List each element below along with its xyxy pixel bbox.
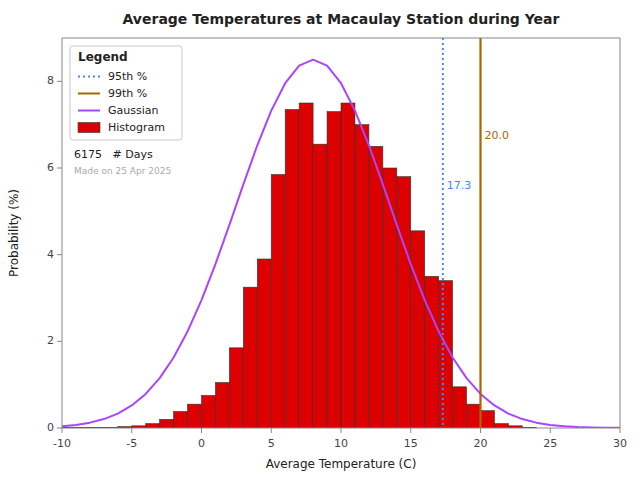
annotation: 6175 # Days xyxy=(74,148,153,161)
histogram-bar xyxy=(202,396,216,429)
x-tick xyxy=(201,428,202,433)
x-tick-label: 10 xyxy=(334,437,348,450)
chart: Average Temperatures at Macaulay Station… xyxy=(0,0,640,480)
histogram-bar xyxy=(453,387,467,428)
histogram-bar xyxy=(174,412,188,428)
histogram-bar xyxy=(146,424,160,428)
histogram-bar xyxy=(355,125,369,428)
y-tick-label: 4 xyxy=(47,248,54,261)
legend-swatch xyxy=(78,76,100,78)
percentile-line xyxy=(479,38,481,428)
percentile-label: 20.0 xyxy=(485,129,510,142)
annotation: Made on 25 Apr 2025 xyxy=(74,166,171,176)
y-tick xyxy=(57,254,62,255)
legend-entry: 99th % xyxy=(108,87,147,100)
plot-frame xyxy=(62,38,620,428)
x-tick xyxy=(341,428,342,433)
legend-title: Legend xyxy=(78,50,128,64)
histogram-bar xyxy=(257,259,271,428)
x-tick-label: 25 xyxy=(543,437,557,450)
legend-box xyxy=(70,46,182,140)
y-tick-label: 6 xyxy=(47,161,54,174)
histogram-bar xyxy=(285,110,299,429)
histogram-bar xyxy=(481,411,495,428)
x-tick xyxy=(131,428,132,433)
legend-entry: Histogram xyxy=(108,121,165,134)
histogram-bar xyxy=(299,103,313,428)
percentile-label: 17.3 xyxy=(447,179,472,192)
legend-swatch xyxy=(78,93,100,95)
y-tick-label: 2 xyxy=(47,334,54,347)
histogram-bar xyxy=(397,177,411,428)
x-tick-label: 20 xyxy=(474,437,488,450)
plot-area xyxy=(62,38,620,428)
histogram-bar xyxy=(188,404,202,428)
histogram-bar xyxy=(341,103,355,428)
x-axis-label: Average Temperature (C) xyxy=(266,457,417,471)
histogram-bar xyxy=(411,231,425,428)
y-tick-label: 8 xyxy=(47,74,54,87)
y-tick-label: 0 xyxy=(47,421,54,434)
x-tick-label: 0 xyxy=(198,437,205,450)
x-tick-label: 5 xyxy=(268,437,275,450)
y-axis-label: Probability (%) xyxy=(7,189,21,277)
gaussian-line xyxy=(62,60,620,428)
x-tick-label: -5 xyxy=(126,437,137,450)
x-tick-label: 15 xyxy=(404,437,418,450)
histogram-bar xyxy=(425,276,439,428)
y-tick xyxy=(57,341,62,342)
x-tick xyxy=(480,428,481,433)
histogram-bar xyxy=(271,175,285,429)
histogram-bar xyxy=(160,419,174,428)
legend-entry: 95th % xyxy=(108,70,147,83)
histogram-bar xyxy=(313,144,327,428)
histogram-bar xyxy=(243,287,257,428)
percentile-line xyxy=(442,38,444,428)
x-tick-label: 30 xyxy=(613,437,627,450)
histogram-bar xyxy=(229,348,243,428)
x-tick xyxy=(62,428,63,433)
legend: Legend 95th % 99th % Gaussian Histogram xyxy=(70,46,182,140)
title: Average Temperatures at Macaulay Station… xyxy=(123,11,560,27)
x-tick-label: -10 xyxy=(53,437,71,450)
x-tick xyxy=(550,428,551,433)
histogram-bar xyxy=(369,146,383,428)
histogram-bar xyxy=(494,424,508,428)
legend-entry: Gaussian xyxy=(108,104,158,117)
x-tick xyxy=(410,428,411,433)
y-tick xyxy=(57,428,62,429)
legend-swatch xyxy=(78,110,100,112)
x-tick xyxy=(620,428,621,433)
y-tick xyxy=(57,168,62,169)
y-tick xyxy=(57,81,62,82)
histogram-bar xyxy=(467,404,481,428)
histogram-bar xyxy=(215,383,229,429)
x-tick xyxy=(271,428,272,433)
histogram-bar xyxy=(327,112,341,428)
legend-swatch xyxy=(78,123,100,133)
